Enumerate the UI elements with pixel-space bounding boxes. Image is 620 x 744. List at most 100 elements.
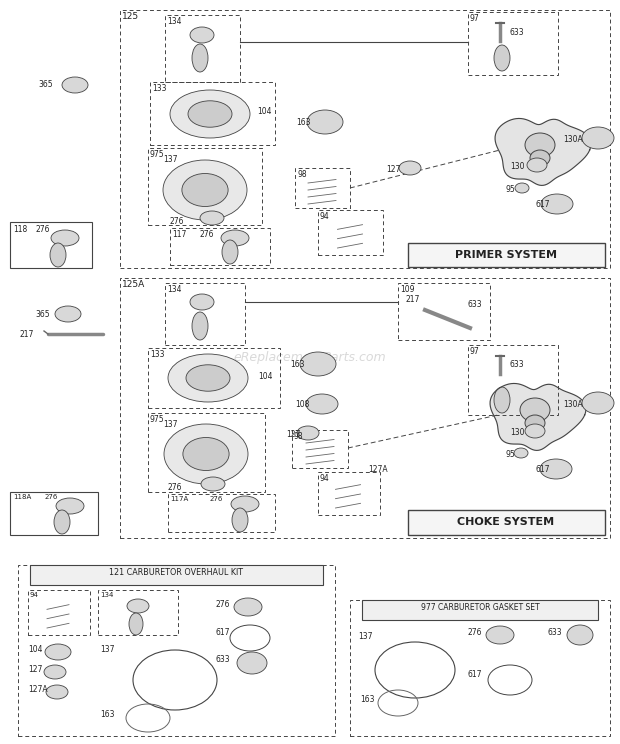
Bar [318,210,383,255]
Bar [120,278,610,538]
Text: 276: 276 [35,225,50,234]
Text: 97: 97 [470,347,480,356]
Text: 104: 104 [257,107,272,116]
Bar [98,590,178,635]
Text: 98: 98 [297,170,307,179]
Bar [398,283,490,340]
Ellipse shape [200,211,224,225]
Bar [120,10,610,268]
Bar [408,510,605,535]
Text: 125: 125 [122,12,139,21]
Text: 163: 163 [100,710,115,719]
Text: 217: 217 [405,295,419,304]
Bar [165,15,240,82]
Text: 137: 137 [100,645,115,654]
Ellipse shape [55,306,81,322]
Ellipse shape [232,508,248,532]
Ellipse shape [192,44,208,72]
Ellipse shape [306,394,338,414]
Ellipse shape [183,437,229,470]
Ellipse shape [222,240,238,264]
Text: 276: 276 [468,628,482,637]
Ellipse shape [486,626,514,644]
Text: 127: 127 [28,665,42,674]
Ellipse shape [190,294,214,310]
Ellipse shape [494,45,510,71]
Text: 633: 633 [215,655,229,664]
Text: 108: 108 [295,400,309,409]
Ellipse shape [201,477,225,491]
Bar [150,82,275,145]
Text: 365: 365 [35,310,50,319]
Ellipse shape [56,498,84,514]
Ellipse shape [515,183,529,193]
Ellipse shape [541,194,573,214]
Text: 117A: 117A [170,496,188,502]
Ellipse shape [567,625,593,645]
Text: 134: 134 [100,592,113,598]
Ellipse shape [527,158,547,172]
Ellipse shape [234,598,262,616]
Text: 163: 163 [290,360,304,369]
Bar [408,243,605,267]
Text: 134: 134 [167,17,182,26]
Bar [295,168,350,208]
Ellipse shape [582,127,614,149]
Text: 127: 127 [286,430,300,439]
Text: 633: 633 [468,300,482,309]
Text: 104: 104 [258,372,273,381]
Text: 977 CARBURETOR GASKET SET: 977 CARBURETOR GASKET SET [421,603,539,612]
Bar [148,348,280,408]
Text: 94: 94 [320,212,330,221]
Ellipse shape [221,230,249,246]
Bar [350,600,610,736]
Text: 633: 633 [548,628,562,637]
Ellipse shape [62,77,88,93]
Ellipse shape [188,100,232,127]
Ellipse shape [44,665,66,679]
Bar [468,12,558,75]
Ellipse shape [514,448,528,458]
Ellipse shape [50,243,66,267]
Text: 95: 95 [505,450,515,459]
Text: 104: 104 [28,645,43,654]
Ellipse shape [525,133,555,157]
Text: 133: 133 [150,350,164,359]
Bar [362,600,598,620]
Ellipse shape [525,424,545,438]
Text: 365: 365 [38,80,53,89]
Ellipse shape [520,398,550,422]
Ellipse shape [182,173,228,207]
Bar [18,565,335,736]
Text: 118: 118 [13,225,27,234]
Text: 130A: 130A [563,400,583,409]
Text: 975: 975 [150,415,165,424]
Text: 276: 276 [210,496,223,502]
Bar [30,565,323,585]
Text: 633: 633 [510,360,525,369]
Text: 633: 633 [510,28,525,37]
Ellipse shape [192,312,208,340]
Ellipse shape [129,613,143,635]
Bar [468,345,558,415]
Text: PRIMER SYSTEM: PRIMER SYSTEM [455,250,557,260]
Text: 617: 617 [215,628,229,637]
Text: 217: 217 [20,330,34,339]
Text: 975: 975 [150,150,165,159]
Text: 276: 276 [45,494,58,500]
Ellipse shape [170,90,250,138]
Text: 127A: 127A [28,685,48,694]
Polygon shape [495,118,591,185]
Ellipse shape [540,459,572,479]
Text: 617: 617 [535,465,549,474]
Text: 133: 133 [152,84,167,93]
Text: 109: 109 [400,285,415,294]
Text: 137: 137 [358,632,373,641]
Ellipse shape [127,599,149,613]
Text: 125A: 125A [122,280,145,289]
Polygon shape [490,383,586,450]
Ellipse shape [530,150,550,166]
Text: 617: 617 [468,670,482,679]
Text: 130: 130 [510,162,525,171]
Ellipse shape [297,426,319,440]
